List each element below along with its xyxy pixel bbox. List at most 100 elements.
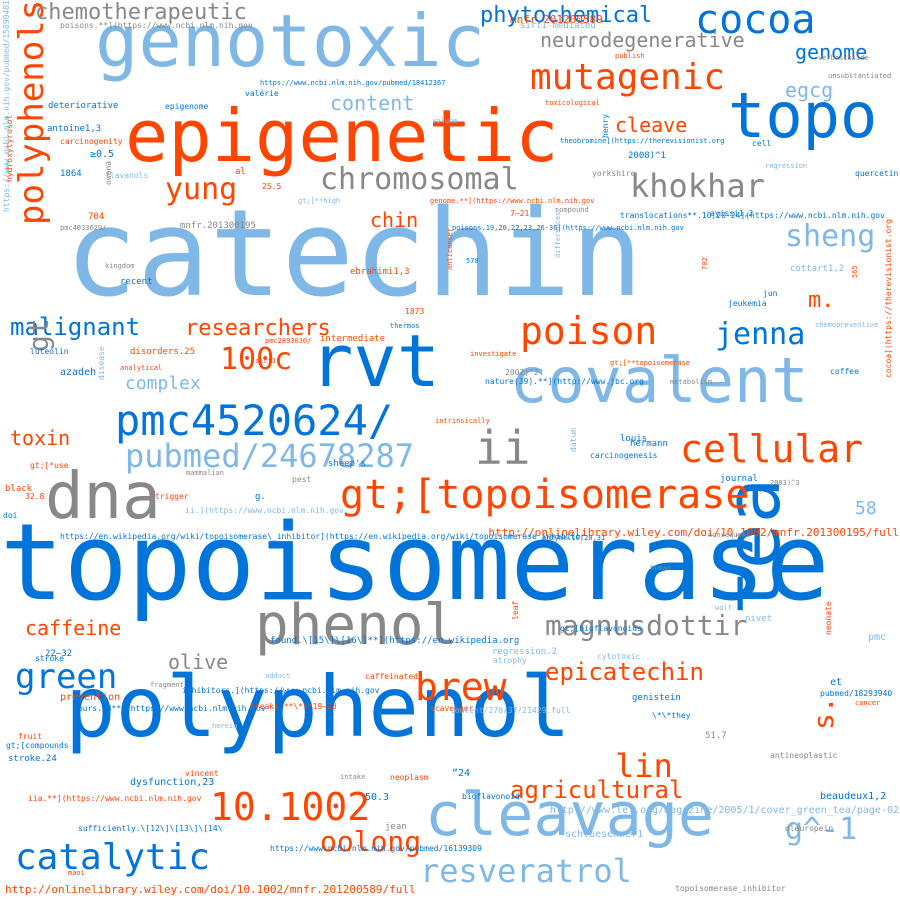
cloud-word: egcg — [785, 78, 834, 102]
cloud-word: 702 — [701, 257, 709, 270]
cloud-word: topoisomerase — [0, 501, 830, 624]
cloud-word: catalytic — [15, 837, 211, 878]
cloud-word: toxicological — [545, 99, 600, 107]
cloud-word: magnusdottir — [545, 609, 748, 642]
cloud-word: https://www.ncbi.nlm.nih.gov/pubmed/1613… — [270, 844, 482, 853]
cloud-word: ii.](https://www.ncbi.nlm.nih.gov — [185, 506, 344, 515]
cloud-word: pmc2893030/ — [265, 337, 312, 345]
cloud-word: rvt — [310, 319, 441, 403]
cloud-word: toxin — [10, 426, 71, 450]
cloud-word: genome — [795, 40, 868, 64]
cloud-word: intermediate — [320, 334, 386, 344]
cloud-word: volume — [432, 117, 458, 125]
cloud-word: stroke — [35, 654, 64, 663]
cloud-word: m. — [808, 288, 835, 313]
cloud-word: gt;[**topoisomerase — [610, 359, 691, 367]
cloud-word: maoi — [68, 869, 85, 877]
cloud-word: cell — [752, 139, 772, 148]
cloud-word: agricultural — [510, 776, 684, 804]
cloud-word: s. — [807, 696, 840, 730]
cloud-word: 1864 — [60, 169, 82, 179]
cloud-word: disorders.25 — [130, 347, 196, 357]
cloud-word: louis — [620, 434, 648, 444]
cloud-word: mutagenic — [530, 57, 726, 98]
cloud-word: schluesenner1 — [565, 829, 644, 840]
cloud-word: \*\*they — [652, 711, 691, 720]
cloud-word: 704 — [88, 212, 105, 222]
cloud-word: https://www.ncbi.nlm.nih.gov/pubmed/1841… — [260, 79, 446, 87]
cloud-word: analytical — [120, 364, 163, 372]
cloud-word: fruit — [18, 732, 43, 741]
cloud-word: 2008)^1 — [628, 151, 666, 161]
cloud-word: carcinogenesis — [590, 451, 658, 460]
cloud-word: neonate — [824, 601, 833, 635]
cloud-word: https://www.ncbi.nlm.nih.gov/pubmed/1589… — [2, 0, 11, 212]
cloud-word: genome.**](https://www.ncbi.nlm.nih.gov — [430, 197, 595, 205]
cloud-word: trigger — [155, 492, 189, 501]
cloud-word: 25.5 — [262, 182, 282, 191]
cloud-word: stroke.24 — [8, 754, 57, 764]
cloud-word: pubmed/24678287 — [125, 437, 414, 475]
cloud-word: mammalian — [186, 469, 224, 477]
cloud-word: cottart1,2 — [790, 264, 845, 274]
cloud-word: topoisomerase_inhibitor — [675, 884, 786, 893]
cloud-word: cancer — [855, 699, 881, 707]
cloud-word: 51.7 — [705, 731, 727, 741]
cloud-word: content/270/37/21429.full — [450, 706, 571, 715]
cloud-word: gt;[topoisomerase — [340, 472, 750, 518]
cloud-word: neoplasm — [390, 773, 429, 782]
cloud-word: metabolism — [670, 378, 713, 386]
cloud-word: cleave — [615, 113, 688, 137]
cloud-word: researchers — [185, 316, 331, 341]
cloud-word: recent — [120, 277, 153, 287]
cloud-word: intrinsically — [435, 417, 490, 425]
cloud-word: yorkshire — [592, 169, 636, 178]
cloud-word: jean — [385, 822, 407, 832]
cloud-word: adduct — [265, 672, 291, 680]
cloud-word: genotoxic — [95, 0, 486, 83]
cloud-word: journal — [720, 474, 758, 484]
cloud-word: chemotherapeutic — [35, 0, 247, 25]
cloud-word: polyphenol — [65, 658, 571, 756]
cloud-word: gt;[compounds — [6, 741, 69, 750]
cloud-word: khokhar — [630, 167, 765, 205]
cloud-word: oleuropein — [785, 824, 834, 833]
cloud-word: 1873 — [405, 307, 425, 316]
cloud-word: thermos — [390, 322, 420, 330]
cloud-word: et — [830, 677, 843, 688]
cloud-word: al — [235, 167, 246, 177]
cloud-word: antoine1,3 — [47, 124, 102, 134]
cloud-word: cocoa — [695, 0, 816, 43]
cloud-word: genistein — [632, 693, 681, 703]
cloud-word: vincent — [185, 769, 219, 778]
cloud-word: sirt1-mediated — [520, 21, 596, 31]
cloud-word: ebrahimi1,3 — [350, 267, 410, 277]
cloud-word: chin — [370, 208, 419, 232]
cloud-word: breaks.**\*\*19–23 — [250, 702, 337, 711]
cloud-word: dysfunction,23 — [130, 777, 215, 788]
cloud-word: 50.3 — [365, 792, 390, 803]
cloud-word: yung — [165, 172, 238, 207]
cloud-word: g^-1 — [785, 812, 858, 847]
cloud-word: atrophy — [493, 656, 527, 665]
cloud-word: gt;[bioflavonoids — [560, 624, 642, 633]
cloud-word: 565 — [851, 265, 859, 278]
cloud-word: black — [5, 484, 33, 494]
cloud-word: coffee — [830, 367, 859, 376]
cloud-word: catechin — [65, 185, 643, 324]
cloud-word: scavenger — [430, 704, 474, 713]
cloud-word: epigenetic — [125, 94, 559, 178]
cloud-word: chemopreventive — [815, 321, 879, 329]
cloud-word: malignant — [10, 313, 141, 341]
cloud-word: 32.8 — [25, 492, 45, 501]
cloud-word: pubmed/18293940 — [820, 689, 893, 698]
cloud-word: human — [650, 564, 672, 572]
cloud-word: cellular — [680, 427, 864, 471]
cloud-word: differences/ — [554, 207, 562, 258]
cloud-word: poisons.**](https://www.ncbi.nlm.nih.gov — [60, 21, 253, 30]
cloud-word: mnfr.201200589 — [510, 13, 603, 26]
cloud-word: inhibitors.](https://www.ncbi.nlm.nih.go… — [182, 686, 380, 695]
cloud-word: http://onlinelibrary.wiley.com/doi/10.10… — [5, 883, 416, 896]
cloud-word: “24 — [452, 768, 471, 779]
